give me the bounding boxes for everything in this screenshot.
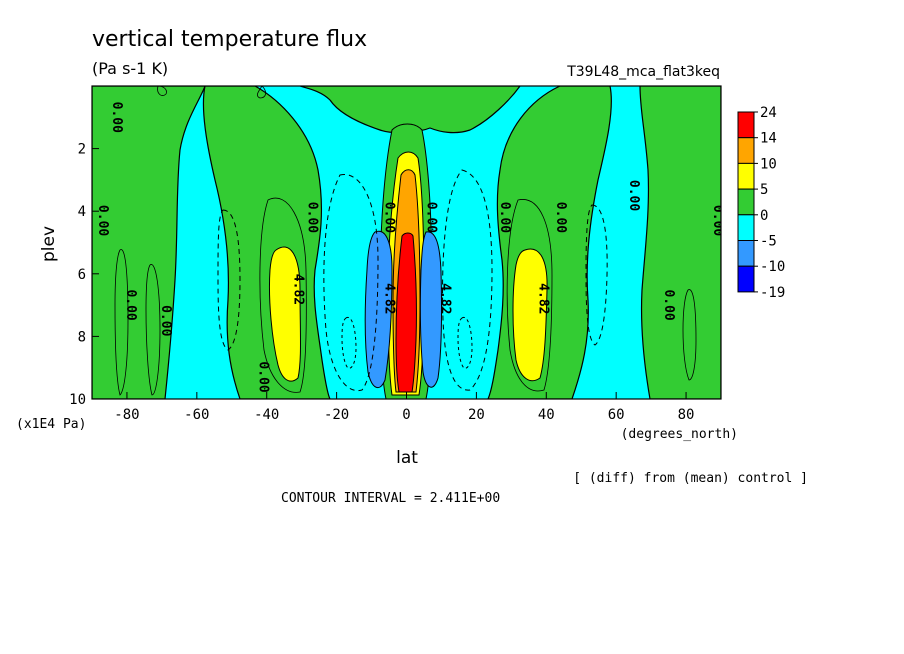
contour-label: 0.00 <box>710 205 725 236</box>
x-axis-title: lat <box>396 448 418 468</box>
plot-area <box>92 86 721 399</box>
x-tick-label: -20 <box>324 407 349 423</box>
fill-negative-right <box>419 231 443 388</box>
x-axis-units: (degrees_north) <box>621 427 738 442</box>
colorbar-label: 0 <box>760 208 768 224</box>
y-tick-label: 8 <box>78 329 86 345</box>
contour-labels: 0.00 0.00 0.00 0.00 0.00 4.82 0.00 0.00 4.82 0.00… <box>95 102 725 393</box>
fill-high-right <box>512 248 548 382</box>
contour-label: 0.00 <box>158 305 173 336</box>
colorbar-swatch <box>737 162 755 190</box>
positive-contours <box>114 86 697 396</box>
contour-label: 0.00 <box>382 202 397 233</box>
colorbar-label: 14 <box>760 131 777 147</box>
y-axis-title: plev <box>39 226 59 262</box>
x-tick-label: 60 <box>608 407 625 423</box>
contour-label: 4.82 <box>535 283 550 314</box>
contour-label: 0.00 <box>305 202 320 233</box>
x-tick-label: -60 <box>184 407 209 423</box>
colorbar-swatch <box>737 188 755 216</box>
colorbar-label: 5 <box>760 182 768 198</box>
contour-label: 0.00 <box>256 361 271 392</box>
x-tick-label: 80 <box>678 407 695 423</box>
y-tick-label: 10 <box>69 392 86 408</box>
x-tick-label: -80 <box>114 407 139 423</box>
fill-high-left <box>268 246 301 382</box>
y-axis: 2 4 6 8 10 <box>69 142 99 408</box>
colorbar-swatch <box>737 240 755 267</box>
colorbar-swatch <box>737 111 755 139</box>
footnote: [ (diff) from (mean) control ] <box>573 471 808 486</box>
fill-positive-right-edge <box>639 86 721 399</box>
contour-interval: CONTOUR INTERVAL = 2.411E+00 <box>281 491 500 506</box>
x-tick-label: -40 <box>254 407 279 423</box>
colorbar: 24 14 10 5 0 -5 -10 -19 <box>737 105 785 301</box>
contour-label: 0.00 <box>123 289 138 320</box>
contour-label: 0.00 <box>423 202 438 233</box>
x-tick-label: 20 <box>468 407 485 423</box>
y-axis-units: (x1E4 Pa) <box>16 417 86 432</box>
fill-center-red <box>395 232 417 393</box>
x-tick-label: 40 <box>538 407 555 423</box>
x-tick-label: 0 <box>402 407 410 423</box>
run-label: T39L48_mca_flat3keq <box>566 64 720 80</box>
contour-label: 4.82 <box>382 283 397 314</box>
y-tick-label: 2 <box>78 142 86 158</box>
colorbar-label: -10 <box>760 259 785 275</box>
contour-label: 0.00 <box>626 180 641 211</box>
colorbar-swatch <box>737 137 755 164</box>
y-tick-label: 6 <box>78 267 86 283</box>
colorbar-swatch <box>737 214 755 242</box>
colorbar-label: 10 <box>760 156 777 172</box>
colorbar-label: 24 <box>760 105 777 121</box>
x-axis: -80 -60 -40 -20 0 20 40 60 80 <box>114 392 694 423</box>
colorbar-swatch <box>737 265 755 293</box>
contour-label: 0.00 <box>553 202 568 233</box>
contour-label: 4.82 <box>291 274 306 305</box>
contour-label: 0.00 <box>661 289 676 320</box>
contour-label: 0.00 <box>95 205 110 236</box>
colorbar-label: -19 <box>760 285 785 301</box>
fill-positive-left-edge <box>92 86 206 399</box>
chart-title: vertical temperature flux <box>92 27 367 52</box>
contour-label: 4.82 <box>437 283 452 314</box>
contour-label: 0.00 <box>109 102 124 133</box>
fill-negative-left <box>364 230 393 388</box>
y-tick-label: 4 <box>78 204 86 220</box>
chart-units: (Pa s-1 K) <box>92 59 168 78</box>
contour-label: 0.00 <box>497 202 512 233</box>
colorbar-label: -5 <box>760 234 777 250</box>
negative-contours <box>217 169 608 392</box>
